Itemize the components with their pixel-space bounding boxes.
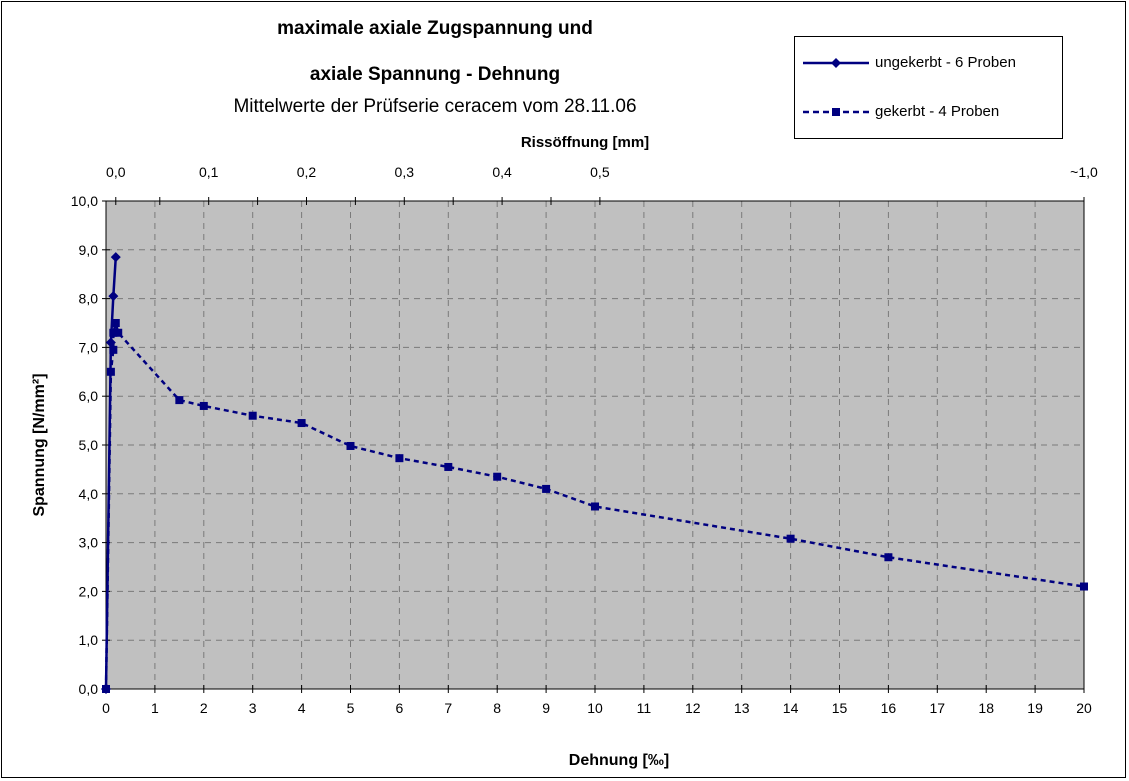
x-tick-label: 15	[832, 700, 848, 716]
y-tick-label: 2,0	[79, 583, 99, 599]
data-point-square	[1080, 582, 1088, 591]
y-tick-label: 1,0	[79, 632, 99, 648]
secondary-x-tick-label: 0,5	[590, 164, 610, 180]
x-tick-label: 4	[298, 700, 306, 716]
y-axis-label: Spannung [N/mm²]	[31, 373, 48, 516]
y-tick-label: 3,0	[79, 535, 99, 551]
data-point-square	[346, 441, 355, 450]
x-tick-label: 10	[587, 700, 603, 716]
secondary-x-tick-label: 0,4	[492, 164, 512, 180]
x-axis-label: Dehnung [‰]	[569, 752, 669, 769]
data-point-square	[297, 419, 306, 428]
legend-label-gekerbt: gekerbt - 4 Proben	[875, 103, 1000, 120]
data-point-square	[444, 462, 453, 471]
chart-legend: ungekerbt - 6 Proben gekerbt - 4 Proben	[794, 36, 1063, 139]
y-tick-label: 6,0	[79, 388, 99, 404]
x-tick-label: 5	[347, 700, 355, 716]
data-point-square	[786, 534, 795, 543]
x-tick-label: 14	[783, 700, 799, 716]
chart-subtitle: Mittelwerte der Prüfserie ceracem vom 28…	[233, 96, 637, 117]
x-tick-label: 17	[930, 700, 946, 716]
x-tick-label: 0	[102, 700, 110, 716]
data-point-square	[175, 396, 184, 405]
data-point-diamond	[110, 252, 121, 263]
chart-title-line2: axiale Spannung - Dehnung	[309, 64, 561, 85]
y-tick-label: 7,0	[79, 339, 99, 355]
y-tick-label: 5,0	[79, 437, 99, 453]
secondary-x-tick-label: 0,0	[106, 164, 126, 180]
x-tick-label: 2	[200, 700, 208, 716]
legend-marker-diamond	[831, 58, 841, 68]
x-tick-label: 11	[637, 700, 652, 716]
secondary-x-tick-label: 0,1	[199, 164, 219, 180]
y-tick-label: 0,0	[79, 681, 99, 697]
x-tick-label: 1	[151, 700, 159, 716]
data-point-square	[114, 328, 123, 337]
data-point-square	[493, 472, 502, 481]
chart-title: maximale axiale Zugspannung und	[277, 18, 593, 39]
secondary-x-tick-label: 0,2	[297, 164, 317, 180]
legend-marker-square	[832, 108, 840, 116]
data-point-square	[542, 484, 551, 493]
y-tick-label: 9,0	[79, 242, 99, 258]
x-tick-label: 18	[978, 700, 994, 716]
x-tick-label: 16	[881, 700, 897, 716]
x-tick-label: 19	[1027, 700, 1043, 716]
data-point-square	[395, 454, 404, 463]
data-point-diamond	[108, 291, 119, 302]
data-point-square	[102, 685, 110, 693]
legend-label-ungekerbt: ungekerbt - 6 Proben	[875, 54, 1016, 71]
data-point-square	[884, 553, 893, 562]
secondary-x-axis-label: Rissöffnung [mm]	[521, 134, 649, 151]
x-tick-label: 7	[444, 700, 452, 716]
secondary-x-tick-label: 0,3	[395, 164, 415, 180]
y-tick-label: 8,0	[79, 291, 99, 307]
x-tick-label: 6	[396, 700, 404, 716]
data-point-square	[591, 502, 599, 511]
data-point-square	[199, 401, 208, 410]
y-tick-label: 10,0	[71, 193, 98, 209]
x-tick-label: 3	[249, 700, 257, 716]
data-point-square	[248, 411, 257, 420]
data-point-square	[109, 328, 118, 337]
data-point-square	[106, 367, 115, 376]
data-point-square	[111, 319, 120, 327]
y-tick-label: 4,0	[79, 486, 99, 502]
x-tick-label: 8	[493, 700, 501, 716]
x-tick-label: 12	[685, 700, 701, 716]
x-tick-label: 20	[1076, 700, 1092, 716]
data-point-square	[109, 345, 118, 354]
x-tick-label: 9	[542, 700, 550, 716]
legend-swatches	[803, 58, 869, 116]
x-tick-label: 13	[734, 700, 750, 716]
secondary-x-tick-label: ~1,0	[1070, 164, 1098, 180]
